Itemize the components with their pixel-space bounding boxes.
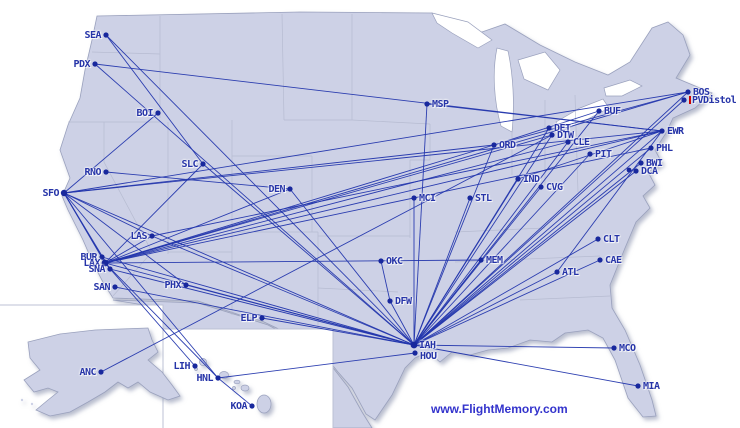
airport-label-SAN: SAN (93, 282, 110, 293)
airport-label-SEA: SEA (84, 30, 101, 41)
airport-label-HOU: HOU (420, 351, 437, 362)
airport-label-PHL: PHL (656, 143, 673, 154)
airport-label-CVG: CVG (546, 182, 563, 193)
airport-label-HNL: HNL (196, 373, 213, 384)
airport-label-DFW: DFW (395, 296, 412, 307)
airport-label-IND: IND (523, 174, 540, 185)
airport-label-SNA: SNA (88, 264, 105, 275)
airport-label-OKC: OKC (386, 256, 403, 267)
airport-label-MCO: MCO (619, 343, 636, 354)
airport-label-ANC: ANC (79, 367, 96, 378)
airport-label-MEM: MEM (486, 255, 503, 266)
airport-label-BUF: BUF (604, 106, 621, 117)
airport-label-DET: DET (554, 123, 571, 134)
branding-url[interactable]: www.FlightMemory.com (431, 402, 568, 416)
airport-label-BWI: BWI (646, 158, 663, 169)
airport-label-BUR: BUR (80, 252, 97, 263)
airport-label-MIA: MIA (643, 381, 660, 392)
airport-label-LIH: LIH (173, 361, 190, 372)
airport-label-ORD: ORD (499, 140, 516, 151)
airport-label-PIT: PIT (595, 149, 612, 160)
airport-label-MSP: MSP (432, 99, 449, 110)
airport-label-DEN: DEN (268, 184, 285, 195)
airport-label-EWR: EWR (667, 126, 684, 137)
airport-label-BOS: BOS (693, 87, 710, 98)
airport-label-ATL: ATL (562, 267, 579, 278)
airport-label-SLC: SLC (181, 159, 198, 170)
airport-label-SFO: SFO (42, 188, 59, 199)
airport-label-PVD: PVDistol (689, 96, 737, 106)
airport-label-ELP: ELP (240, 313, 257, 324)
airport-label-DCA: DCA (641, 166, 658, 177)
airport-label-KOA: KOA (230, 401, 247, 412)
airport-label-DTW: DTW (557, 130, 574, 141)
airport-label-LAX: LAX (83, 258, 100, 269)
airport-label-IAH: IAH (419, 340, 436, 351)
airport-label-LAS: LAS (130, 231, 147, 242)
airport-label-MCI: MCI (419, 193, 436, 204)
airport-label-CLT: CLT (603, 234, 620, 245)
airport-label-PHX: PHX (164, 280, 181, 291)
airport-label-PDX: PDX (73, 59, 90, 70)
airport-label-BOI: BOI (136, 108, 153, 119)
home-marker-bristol (689, 96, 691, 104)
airport-label-CAE: CAE (605, 255, 622, 266)
airport-label-CLE: CLE (573, 137, 590, 148)
airport-label-STL: STL (475, 193, 492, 204)
airport-label-RNO: RNO (84, 167, 101, 178)
